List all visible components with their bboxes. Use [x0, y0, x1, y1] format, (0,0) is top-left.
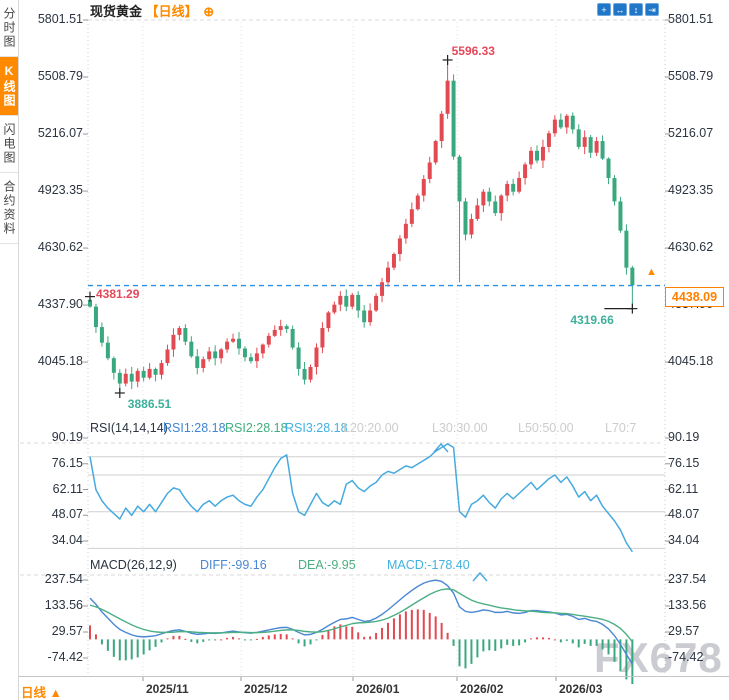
add-indicator-icon[interactable]: ⊕	[203, 4, 215, 19]
price-up-arrow-icon: ▲	[646, 266, 657, 278]
y-axis-label: 237.54	[44, 572, 83, 586]
y-axis-label: 48.07	[51, 507, 83, 522]
sidebar-item-contract-info[interactable]: 合约资料	[0, 173, 18, 244]
chart-title: 现货黄金 【日线】 ⊕	[90, 1, 214, 20]
rsi-l30: L30:30.00	[432, 421, 488, 435]
period-arrow-icon: ▲	[49, 686, 62, 700]
rsi-l20: L20:20.00	[343, 421, 399, 435]
y-axis-label: 5801.51	[37, 12, 83, 26]
y-axis-label: 5216.07	[668, 126, 714, 141]
y-axis-label: 5508.79	[37, 69, 83, 83]
rsi-l50: L50:50.00	[518, 421, 574, 435]
rsi-l70: L70:7	[605, 421, 637, 435]
x-axis-label: 2025/12	[244, 682, 288, 696]
rsi3-value: RSI3:28.18	[285, 421, 348, 435]
y-axis-label: 29.57	[51, 623, 83, 638]
candlestick-layer	[88, 59, 635, 393]
sidebar-item-kline-chart[interactable]: K线图	[0, 57, 18, 116]
highest-price-label: 5596.33	[451, 43, 495, 58]
period-selector[interactable]: 日线 ▲	[21, 682, 62, 700]
y-axis-label: 48.07	[668, 507, 700, 522]
y-axis-label: 4337.90	[37, 297, 83, 312]
y-axis-label: 5508.79	[668, 69, 714, 83]
y-axis-label: -74.42	[668, 649, 704, 664]
lowest-price-label: 3886.51	[127, 396, 172, 411]
y-axis-label: 34.04	[668, 533, 700, 547]
rsi1-value: RSI1:28.18	[163, 421, 226, 435]
y-axis-label: 133.56	[44, 597, 83, 612]
macd-macd-value: MACD:-178.40	[387, 558, 470, 572]
y-axis-label: 76.15	[51, 455, 83, 470]
y-axis-label: 76.15	[668, 455, 700, 470]
scale-y-icon[interactable]: ↕	[629, 3, 643, 16]
recent-low-price-label: 4319.66	[570, 312, 614, 327]
y-axis-label: 4630.62	[668, 240, 714, 255]
rsi-name[interactable]: RSI(14,14,14)	[90, 421, 168, 435]
x-axis-label: 2025/11	[146, 682, 189, 696]
y-axis-label: 4045.18	[37, 354, 83, 369]
rsi2-value: RSI2:28.18	[225, 421, 288, 435]
y-axis-label: 90.19	[668, 430, 700, 444]
chart-type-sidebar: 分时图 K线图 闪电图 合约资料	[0, 0, 19, 700]
y-axis-label: 4045.18	[668, 354, 714, 369]
y-axis-label: 62.11	[52, 481, 83, 496]
macd-diff-value: DIFF:-99.16	[200, 558, 267, 572]
last-price-box[interactable]: 4438.09	[665, 287, 724, 307]
y-axis-label: 5801.51	[668, 12, 714, 26]
move-tool-icon[interactable]: +	[597, 3, 611, 16]
y-axis-label: 4630.62	[37, 240, 83, 255]
y-axis-label: 5216.07	[37, 126, 83, 141]
macd-histogram-layer	[89, 609, 634, 684]
y-axis-label: -74.42	[47, 649, 83, 664]
y-axis-label: 4923.35	[668, 183, 714, 198]
rsi-line-layer	[89, 443, 633, 553]
y-axis-label: 4923.35	[37, 183, 83, 198]
price-markers-layer	[85, 54, 665, 398]
period-label: 日线	[21, 686, 47, 700]
x-axis-label: 2026/02	[460, 682, 504, 696]
macd-name[interactable]: MACD(26,12,9)	[90, 558, 177, 572]
scale-x-icon[interactable]: ↔	[613, 3, 627, 16]
macd-dea-value: DEA:-9.95	[298, 558, 356, 572]
y-axis-label: 90.19	[51, 430, 83, 444]
y-axis-label: 62.11	[668, 481, 699, 496]
y-axis-label: 237.54	[668, 572, 707, 586]
left-high-price-label: 4381.29	[96, 286, 140, 301]
y-axis-label: 29.57	[668, 623, 700, 638]
chart-toolbar: + ↔ ↕ ⇥	[597, 3, 659, 16]
period-tag[interactable]: 【日线】	[145, 4, 198, 19]
sidebar-item-time-chart[interactable]: 分时图	[0, 0, 18, 57]
sidebar-item-flash-chart[interactable]: 闪电图	[0, 116, 18, 173]
gridlines-layer	[1, 19, 670, 681]
pan-right-icon[interactable]: ⇥	[645, 3, 659, 16]
instrument-name: 现货黄金	[90, 4, 143, 19]
macd-lines-layer	[89, 579, 633, 665]
y-axis-label: 133.56	[668, 597, 707, 612]
x-axis-label: 2026/03	[559, 682, 603, 696]
date-axis-bar	[0, 676, 729, 700]
y-axis-label: 34.04	[51, 533, 83, 547]
x-axis-label: 2026/01	[356, 682, 400, 696]
